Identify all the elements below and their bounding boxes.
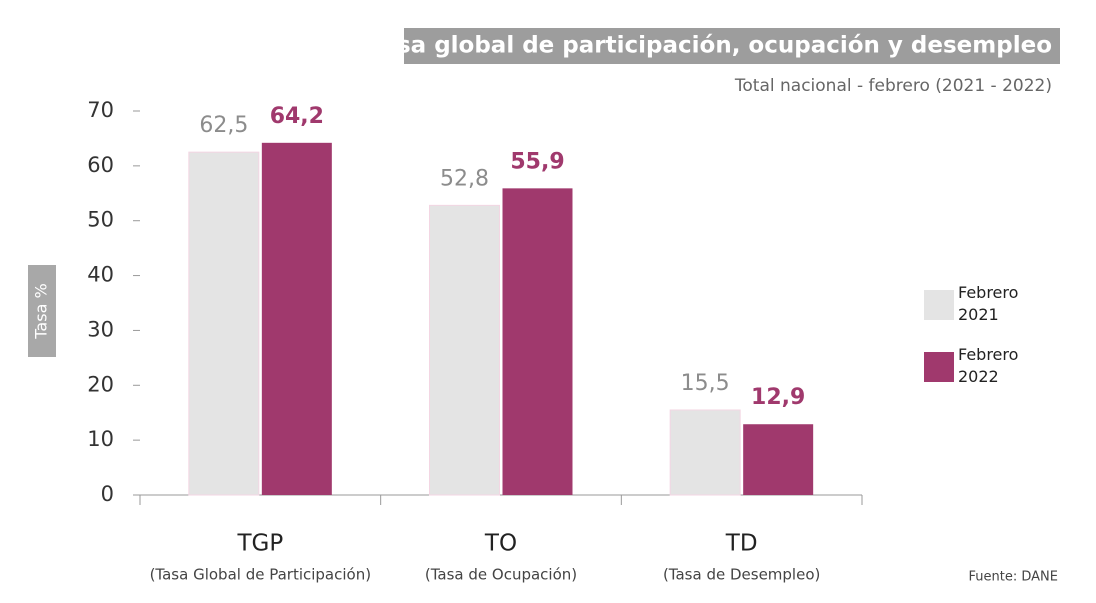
chart-subtitle: Total nacional - febrero (2021 - 2022)	[734, 76, 1052, 96]
y-tick-label: 20	[87, 372, 114, 396]
bar	[429, 204, 500, 496]
data-label: 15,5	[681, 371, 730, 396]
x-tick-description: (Tasa de Desempleo)	[663, 566, 820, 584]
chart-title: Tasa global de participación, ocupación …	[369, 33, 1052, 59]
bar	[669, 409, 741, 496]
legend-label: Febrero 2022	[958, 345, 1019, 386]
y-tick-label: 70	[87, 98, 114, 122]
bar	[502, 188, 573, 495]
data-label: 12,9	[751, 385, 805, 410]
title-box	[404, 28, 1060, 64]
y-tick-label: 30	[87, 317, 114, 341]
data-label: 64,2	[270, 104, 324, 129]
y-tick-label: 10	[87, 427, 114, 451]
bar	[261, 142, 332, 495]
bar	[188, 151, 260, 496]
data-label: 62,5	[199, 113, 248, 138]
y-label-box	[28, 265, 56, 357]
legend-label: Febrero 2021	[958, 283, 1019, 324]
x-tick-description: (Tasa Global de Participación)	[150, 566, 372, 584]
x-tick-label: TO	[484, 531, 517, 557]
y-tick-label: 0	[101, 482, 114, 506]
legend-label-box: Febrero 2021	[958, 283, 1019, 324]
data-label: 55,9	[510, 149, 564, 174]
legend-swatch	[924, 290, 954, 320]
x-tick-label: TD	[725, 531, 758, 557]
y-axis-label: Tasa %	[32, 283, 51, 339]
x-tick-description: (Tasa de Ocupación)	[425, 566, 577, 584]
x-tick-label: TGP	[236, 531, 283, 557]
legend-label-box: Febrero 2022	[958, 345, 1019, 386]
y-tick-label: 50	[87, 208, 114, 232]
data-label: 52,8	[440, 166, 489, 191]
y-tick-label: 60	[87, 153, 114, 177]
y-tick-label: 40	[87, 263, 114, 287]
source: Fuente: DANE	[969, 570, 1058, 585]
bar	[743, 424, 814, 495]
legend-swatch	[924, 352, 954, 382]
